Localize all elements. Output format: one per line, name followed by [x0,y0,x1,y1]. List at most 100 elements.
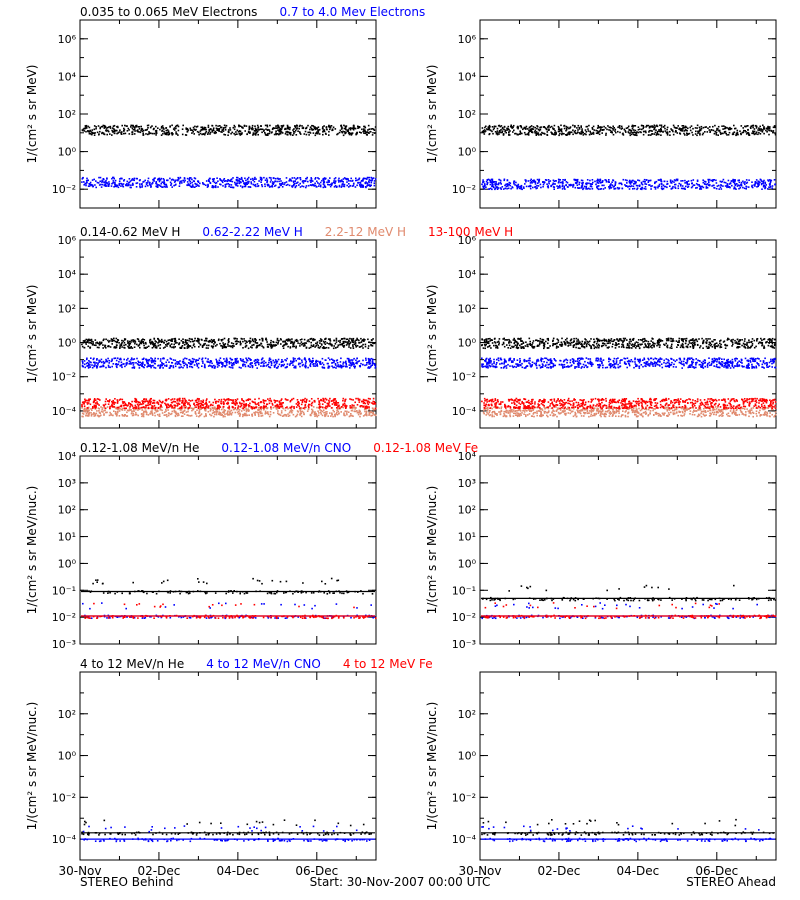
data-point [685,132,688,134]
data-point [112,130,115,133]
data-point [327,415,329,417]
data-point [190,365,193,368]
data-point [317,131,320,133]
data-point [281,183,284,185]
data-point [188,337,191,340]
data-point [518,187,521,190]
data-point [290,132,292,134]
data-point [83,346,86,349]
data-point [284,359,286,361]
data-point [629,134,632,137]
data-point [93,344,96,346]
data-point [223,178,226,180]
data-point [537,133,539,135]
data-point [529,182,532,184]
data-point [234,340,237,343]
data-point [489,187,492,190]
data-point [691,131,693,134]
data-point [228,131,230,133]
data-point [244,185,246,188]
data-point [197,337,199,340]
data-point [155,181,158,183]
data-point [525,125,528,128]
data-point [113,186,115,188]
data-point [170,184,172,186]
data-point [277,358,280,361]
data-point [231,364,233,367]
data-point [482,181,484,184]
data-point [170,182,173,185]
data-point [553,188,555,190]
data-point [125,415,128,417]
data-point [274,359,277,361]
data-point [760,128,762,130]
y-tick-label: 10⁰ [58,337,77,350]
data-point [155,132,158,134]
data-point [200,413,203,415]
data-point [726,134,728,136]
data-point [343,341,345,344]
data-point [330,125,333,127]
data-point [273,127,276,130]
data-point [682,128,684,130]
data-point [597,124,599,127]
data-point [736,185,739,187]
data-point [687,133,689,135]
data-point [342,130,344,133]
data-point [216,177,218,179]
data-point [365,186,367,189]
data-point [217,180,219,182]
data-point [148,183,151,185]
data-point [156,183,158,186]
data-point [706,183,709,185]
data-point [105,129,107,132]
data-point [171,410,174,413]
data-point [332,347,335,350]
data-point [264,124,267,127]
data-point [184,341,187,343]
data-point [244,406,247,408]
data-point [669,180,672,183]
data-point [278,339,280,342]
data-point [302,180,304,182]
data-point [302,363,304,366]
data-point [134,414,137,416]
data-point [631,127,634,130]
data-point [302,342,305,345]
data-point [659,130,662,133]
data-point [369,362,372,365]
data-point [244,130,246,132]
data-point [357,125,359,128]
data-point [765,184,767,186]
data-point [269,413,272,416]
data-point [621,183,623,186]
data-point [698,184,700,186]
data-point [287,131,289,133]
data-point [726,186,728,189]
data-point [286,130,288,133]
data-point [525,180,527,183]
data-point [597,185,600,187]
data-point [271,182,274,185]
data-point [169,177,171,180]
data-point [91,364,93,366]
data-point [132,410,134,412]
data-point [256,358,259,361]
data-point [527,132,530,135]
data-point [279,338,282,340]
data-point [145,133,147,135]
data-point [663,124,666,127]
data-point [286,125,289,128]
data-point [351,364,353,366]
data-point [235,183,238,185]
data-point [282,360,284,363]
data-point [116,366,118,369]
data-point [631,179,634,182]
data-point [694,127,697,129]
data-point [321,179,323,182]
data-point [768,129,771,132]
data-point [648,184,650,186]
data-point [247,186,250,188]
data-point [108,183,111,185]
data-point [272,344,275,346]
